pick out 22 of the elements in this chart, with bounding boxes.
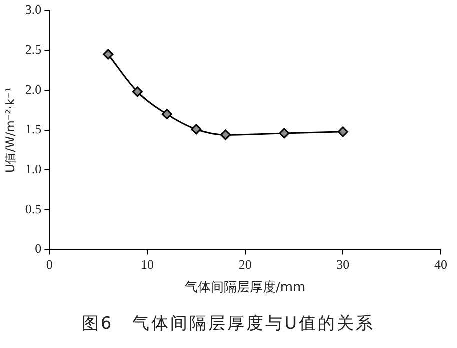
y-tick-label: 1.5: [25, 122, 42, 137]
x-axis-title: 气体间隔层厚度/mm: [184, 280, 306, 296]
x-tick-label: 30: [336, 257, 350, 272]
x-tick-label: 0: [46, 257, 53, 272]
y-tick-label: 1.0: [25, 162, 42, 177]
x-tick-label: 20: [238, 257, 252, 272]
y-tick-label: 2.5: [25, 42, 42, 58]
y-tick-label: 0: [35, 241, 42, 256]
point: [103, 49, 114, 60]
x-tick-label: 40: [434, 257, 448, 272]
y-tick-label: 0.5: [25, 201, 42, 216]
point: [220, 130, 232, 140]
caption: 图6 气体间隔层厚度与U值的关系: [80, 313, 376, 335]
y-axis-title: U值/W/m⁻²·k⁻¹: [3, 87, 18, 174]
y-tick-label: 3.0: [25, 2, 42, 18]
y-tick-label: 2.0: [25, 82, 42, 97]
point: [338, 126, 348, 138]
point: [191, 124, 202, 135]
point: [132, 86, 143, 98]
point: [279, 128, 290, 139]
x-tick-label: 10: [140, 257, 154, 272]
point: [162, 109, 172, 120]
